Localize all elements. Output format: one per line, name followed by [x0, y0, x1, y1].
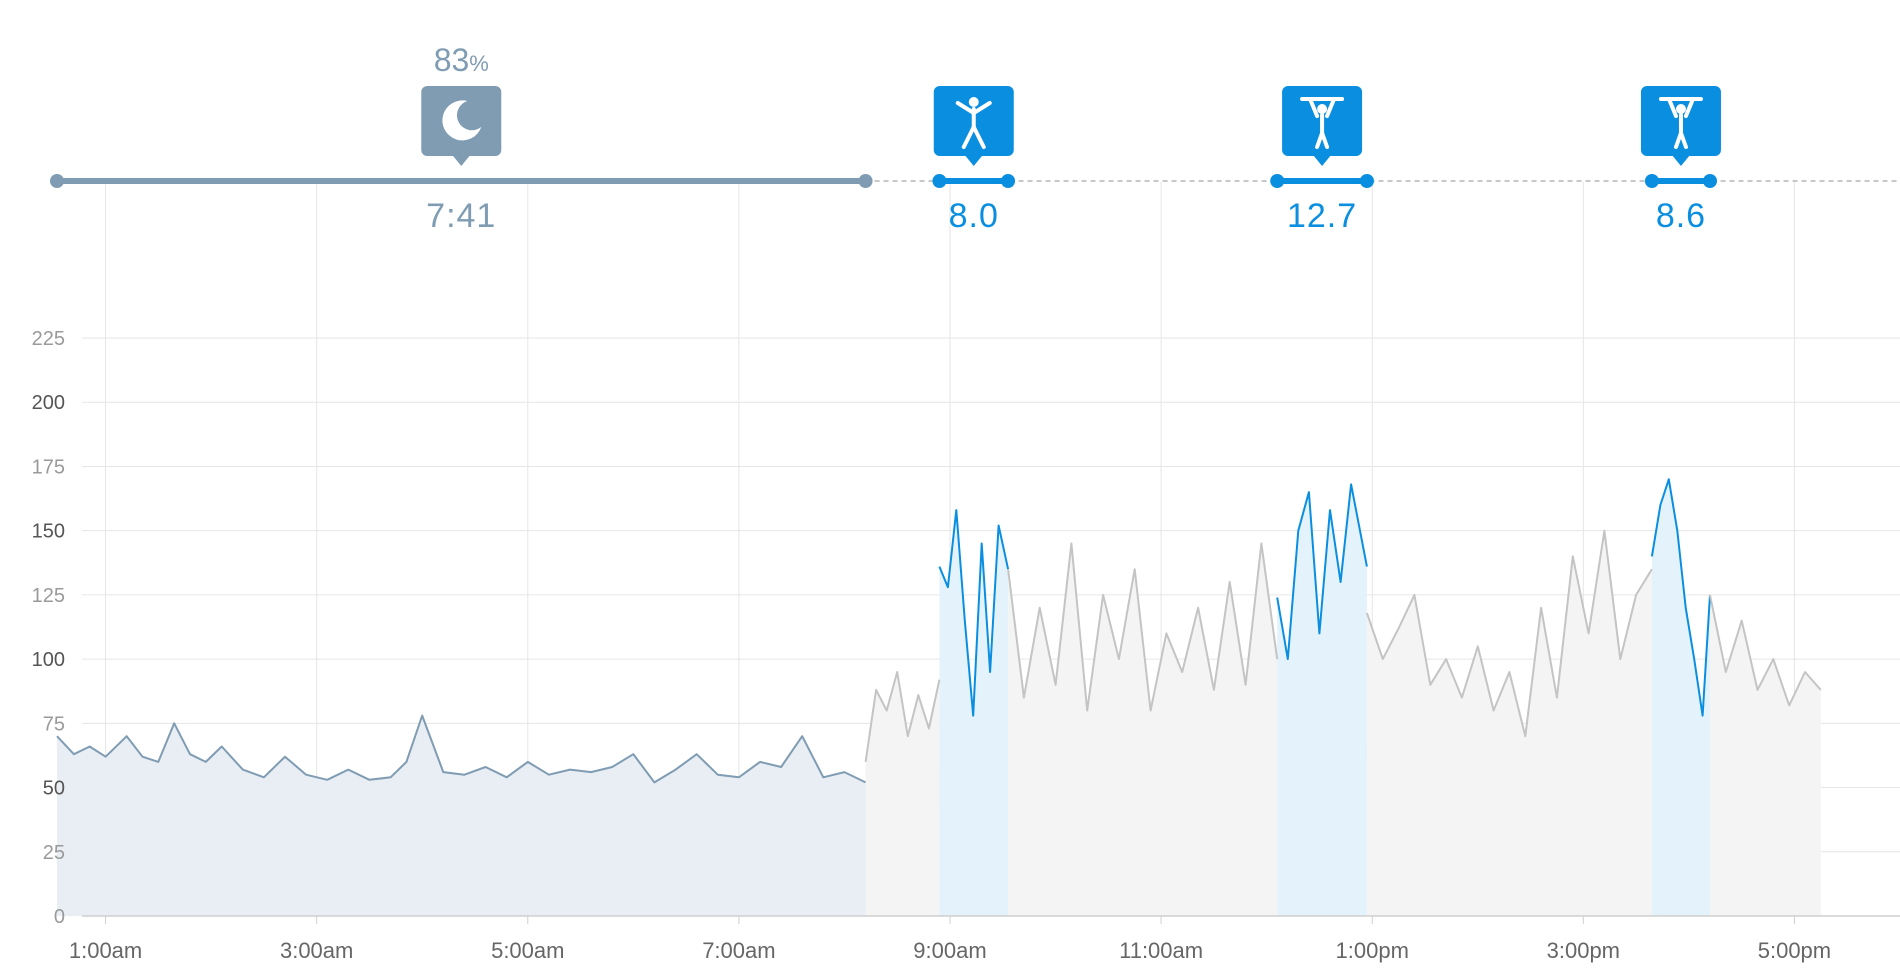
event-value-label: 8.6 — [1656, 197, 1706, 235]
left-leg — [961, 125, 976, 149]
sleep-efficiency-label: 83% — [434, 42, 489, 78]
x-tick-label: 1:00am — [69, 938, 142, 963]
event-end-dot — [858, 174, 873, 188]
event-badge-pointer — [964, 155, 983, 166]
x-tick-label: 3:00am — [280, 938, 353, 963]
y-tick-label: 50 — [43, 778, 65, 800]
rest-series-line — [1007, 542, 1279, 712]
rest-area — [865, 672, 940, 916]
rest-area — [1710, 594, 1821, 916]
pullup-icon — [1300, 97, 1345, 149]
sleep-efficiency-unit: % — [469, 51, 489, 76]
activity-area — [1277, 484, 1367, 916]
event-start-dot — [1644, 174, 1659, 188]
event-end-dot — [1703, 174, 1717, 188]
left-arm — [1666, 97, 1678, 118]
moon-icon — [442, 100, 482, 141]
event-start-dot — [50, 174, 64, 188]
x-tick-label: 1:00pm — [1336, 938, 1409, 963]
y-tick-label: 25 — [43, 842, 65, 864]
head — [1675, 104, 1686, 114]
right-arm — [1325, 97, 1337, 118]
right-leg — [971, 125, 986, 149]
x-tick-label: 3:00pm — [1547, 938, 1620, 963]
pullup-icon — [1658, 97, 1703, 149]
activity-event: 8.6 — [1640, 86, 1721, 235]
y-tick-label: 75 — [43, 713, 65, 735]
x-tick-label: 5:00pm — [1758, 938, 1831, 963]
sleep-event: 7:41 83% — [50, 42, 873, 235]
activity-area — [1651, 479, 1710, 916]
event-value-label: 7:41 — [426, 197, 496, 235]
activity-event: 8.0 — [932, 86, 1016, 235]
event-end-dot — [1359, 174, 1374, 188]
event-badge-pointer — [1313, 155, 1332, 166]
activity-series-line — [1650, 478, 1711, 717]
rest-series-line — [1709, 594, 1822, 707]
event-start-dot — [932, 174, 947, 188]
series-line-layer — [56, 478, 1822, 784]
event-start-dot — [1270, 174, 1285, 188]
sleep-efficiency-value: 83 — [434, 42, 470, 78]
left-arm — [1308, 97, 1320, 118]
x-tick-label: 9:00am — [913, 938, 986, 963]
right-leg — [1678, 131, 1688, 149]
jumping-jack-icon — [955, 97, 992, 149]
event-end-dot — [1001, 174, 1016, 188]
x-tick-label: 7:00am — [702, 938, 775, 963]
event-value-label: 12.7 — [1287, 197, 1357, 235]
y-tick-label: 100 — [32, 649, 65, 671]
right-arm — [971, 101, 992, 115]
y-tick-label: 225 — [32, 328, 65, 350]
event-badge — [421, 86, 502, 156]
event-badge-pointer — [1671, 155, 1690, 166]
right-arm — [1683, 97, 1695, 118]
rest-area — [1366, 530, 1652, 916]
right-leg — [1320, 131, 1330, 149]
y-tick-label: 125 — [32, 585, 65, 607]
x-tick-label: 5:00am — [491, 938, 564, 963]
axis-layer: 0 25 50 75 100 125 150 175 200 225 1:00am 3:00am 5:0… — [32, 328, 1900, 963]
sleep-area — [57, 715, 866, 916]
y-tick-label: 0 — [54, 906, 65, 928]
activity-event: 12.7 — [1270, 86, 1374, 235]
y-tick-label: 150 — [32, 521, 65, 543]
fill-layer — [57, 479, 1821, 916]
event-badge-pointer — [452, 155, 471, 166]
rest-series-line — [864, 671, 941, 763]
rest-area — [1008, 543, 1278, 916]
y-tick-label: 200 — [32, 392, 65, 414]
x-tick-label: 11:00am — [1119, 938, 1203, 963]
left-arm — [955, 101, 976, 115]
event-value-label: 8.0 — [949, 197, 999, 235]
sleep-series-line — [56, 714, 867, 784]
head — [1317, 104, 1328, 114]
event-timeline: 7:41 83% 8.0 12.7 8.6 — [50, 42, 1900, 235]
y-tick-label: 175 — [32, 456, 65, 478]
head — [968, 97, 979, 107]
